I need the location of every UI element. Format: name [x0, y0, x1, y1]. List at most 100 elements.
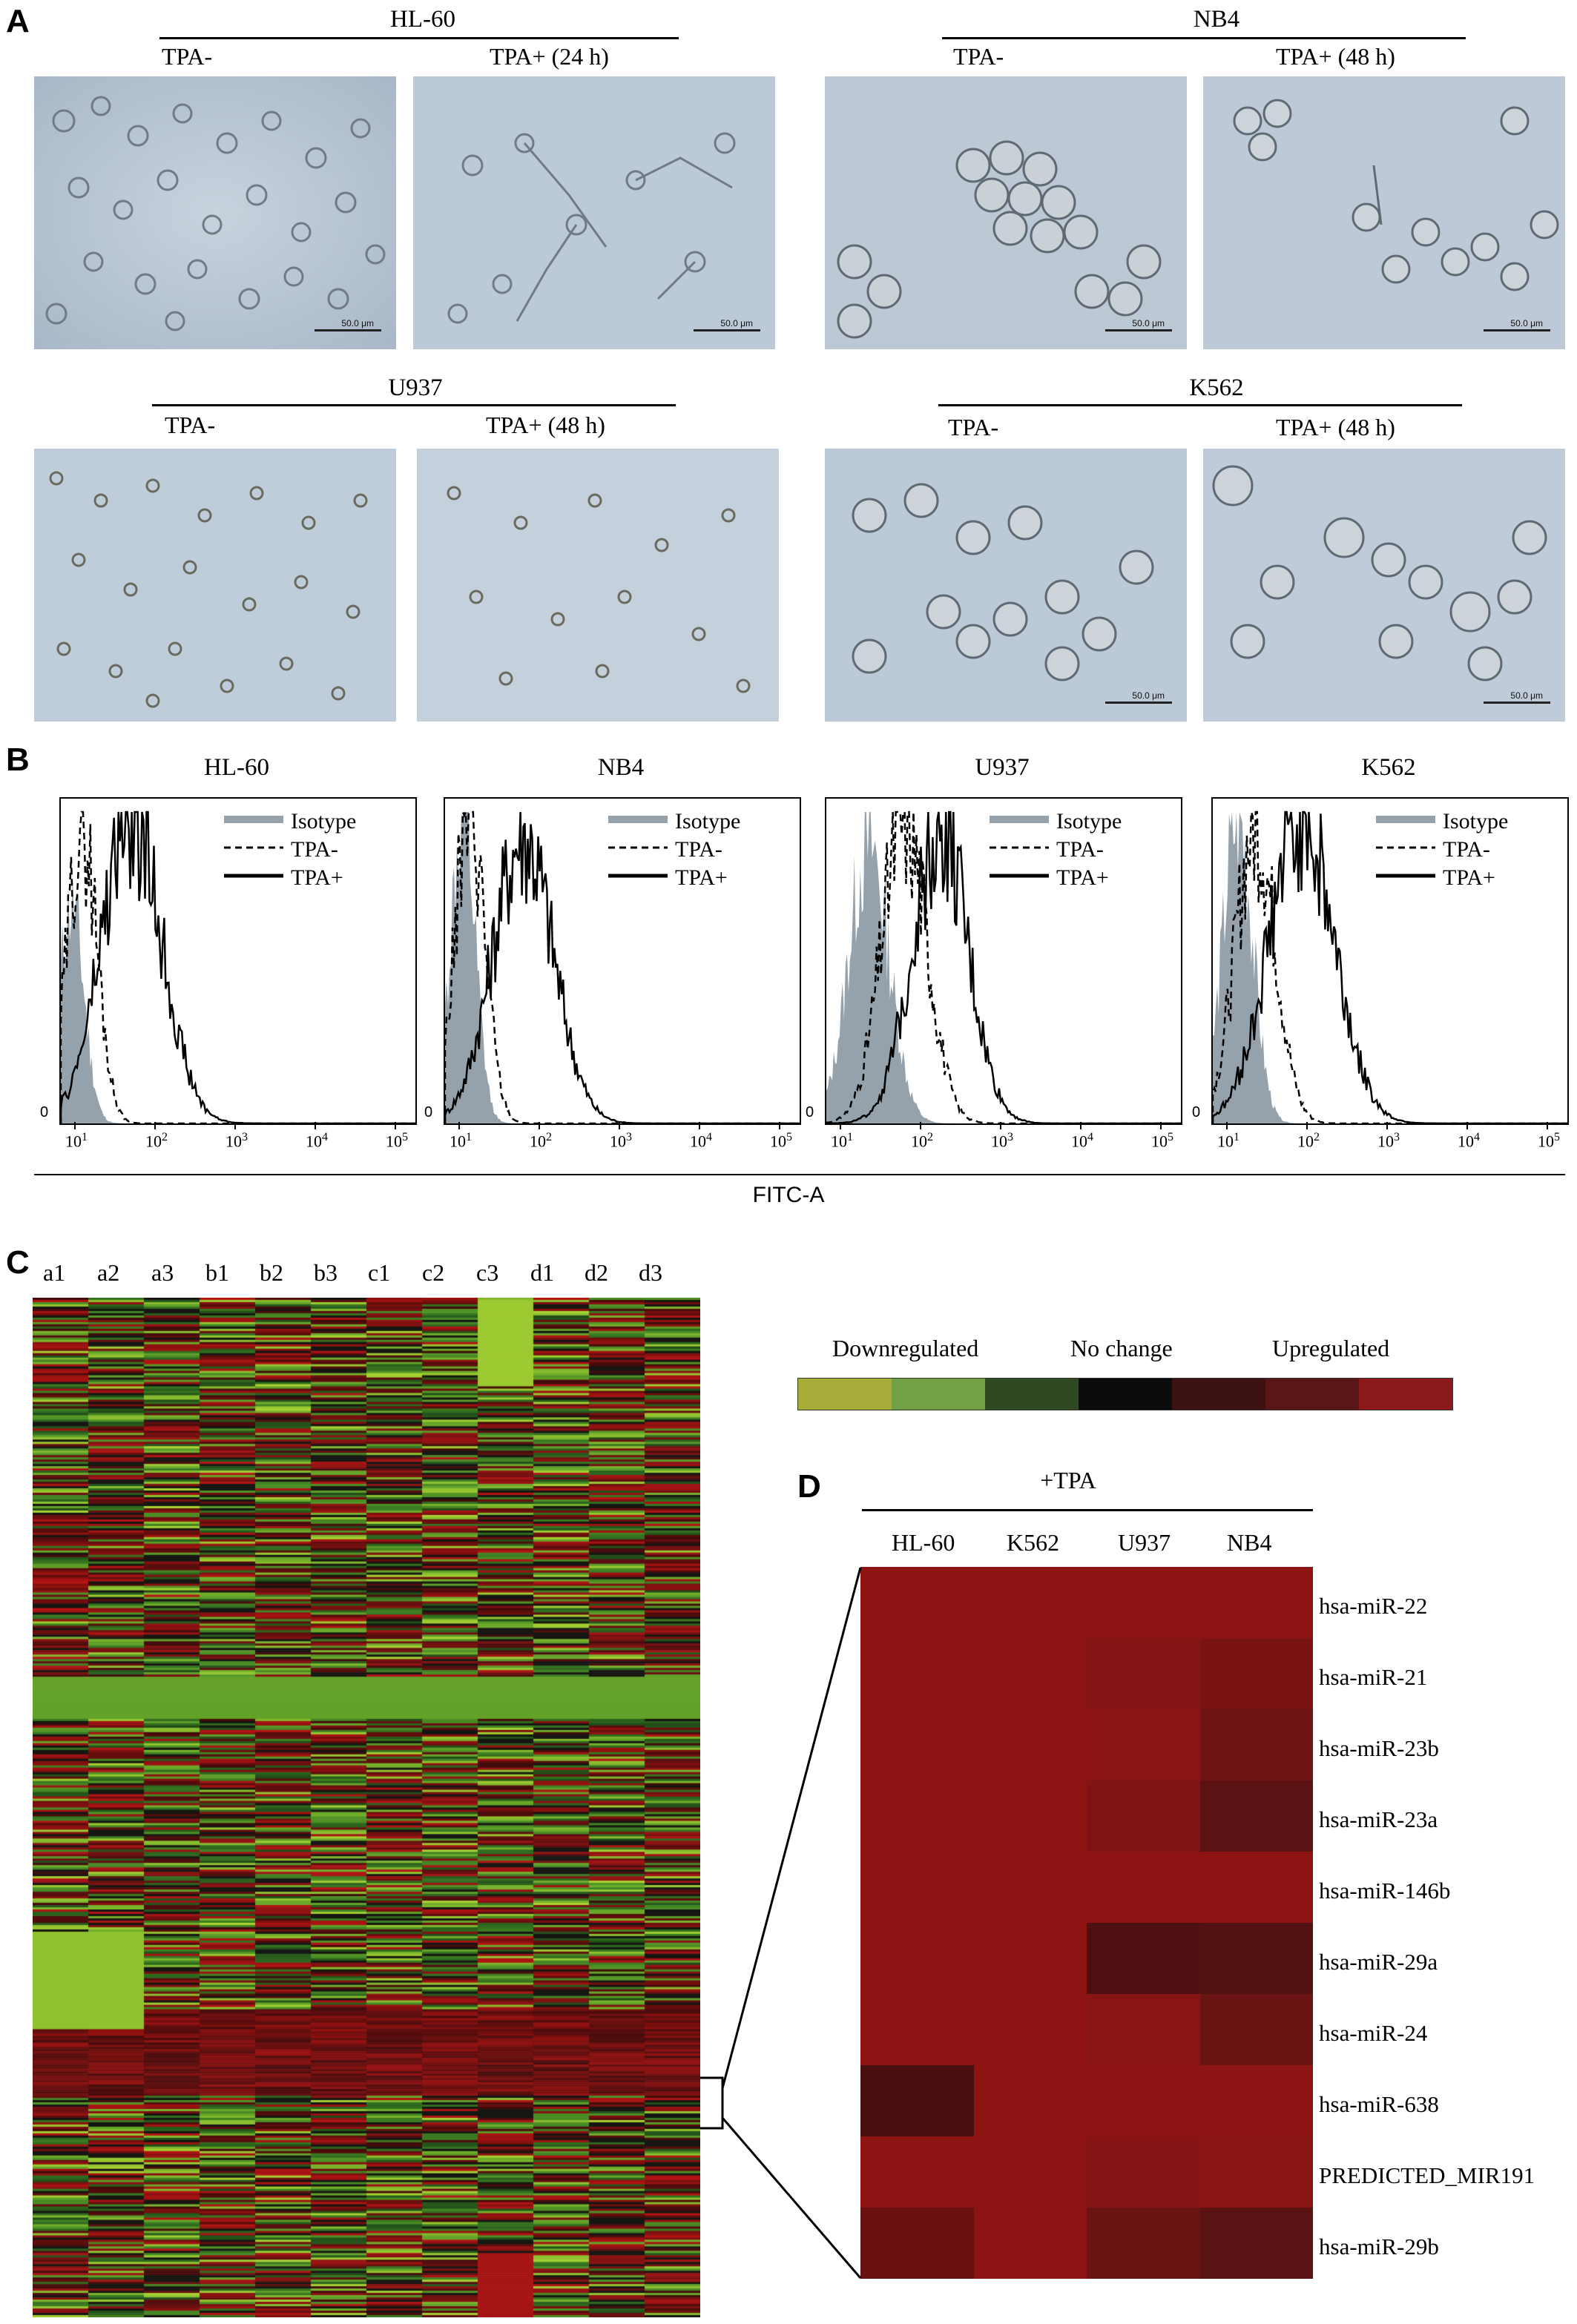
heatmap-d-cell: [1199, 1994, 1313, 2065]
scale-label: 50.0 μm: [1510, 318, 1543, 329]
cond-nb4-right: TPA+ (48 h): [1276, 43, 1395, 70]
cond-hl60-right: TPA+ (24 h): [490, 43, 609, 70]
heatmap-d-cell: [860, 1852, 974, 1923]
scale-bar: [694, 329, 760, 331]
heatmap-d-cell: [1087, 1994, 1200, 2065]
heatmap-d-cell: [1087, 1567, 1200, 1638]
flow-x-tickmark: [779, 1122, 780, 1129]
flow-x-tickmark: [1547, 1122, 1548, 1129]
flow-y-zero: 0: [424, 1104, 433, 1120]
heatmap-d-cell: [860, 1567, 974, 1638]
legend-label: TPA-: [1056, 837, 1104, 862]
heatmap-column-label: c3: [476, 1259, 499, 1286]
flow-plot-title: K562: [1361, 754, 1416, 781]
flow-x-tick: 103: [991, 1131, 1013, 1151]
flow-plot-frame: Isotype TPA- TPA+: [59, 797, 417, 1125]
flow-x-tick: 104: [306, 1131, 328, 1151]
heatmap-d-cell: [973, 2065, 1087, 2136]
heatmap-d-cell: [973, 1567, 1087, 1638]
flow-x-tick: 101: [65, 1131, 88, 1151]
heatmap-column-label: b1: [205, 1259, 229, 1286]
heatmap-d-cell: [973, 1638, 1087, 1709]
heatmap-d-cell: [860, 2136, 974, 2208]
heatmap-d-cell: [1087, 1709, 1200, 1780]
heatmap-d-cell: [973, 1923, 1087, 1994]
flow-histogram: Isotype TPA- TPA+: [1213, 809, 1567, 1123]
micrograph-u937-tpa-minus: [34, 449, 396, 722]
legend-label: TPA+: [1443, 865, 1495, 890]
heatmap-d-cell: [973, 1709, 1087, 1780]
heatmap-d-cell: [1199, 2136, 1313, 2208]
tpa-plus-histogram: [826, 811, 1181, 1123]
heatmap-d-cell: [973, 1994, 1087, 2065]
heatmap-d-cell: [1199, 2208, 1313, 2279]
group-rule-k562: [938, 404, 1462, 406]
flow-plot-frame: Isotype TPA- TPA+: [825, 797, 1182, 1125]
heatmap-d-cell: [1199, 1780, 1313, 1852]
scale-bar: [1105, 702, 1172, 704]
mirna-row-label: hsa-miR-23a: [1319, 1806, 1438, 1832]
mirna-row-label: hsa-miR-23b: [1319, 1735, 1439, 1761]
flow-xlabel: FITC-A: [752, 1183, 825, 1207]
micrograph-k562-tpa-minus: 50.0 μm: [825, 449, 1187, 722]
isotype-histogram: [445, 812, 800, 1123]
flow-x-tickmark: [619, 1122, 620, 1129]
legend-label: TPA+: [675, 865, 728, 890]
heatmap-d-cell: [1199, 1709, 1313, 1780]
heatmap-column-label: a3: [151, 1259, 174, 1286]
mirna-row-label: hsa-miR-29a: [1319, 1949, 1438, 1975]
legend-label: TPA+: [291, 865, 343, 890]
flow-x-tickmark: [315, 1122, 316, 1129]
tpa-minus-histogram: [61, 811, 415, 1123]
cond-k562-left: TPA-: [948, 414, 999, 440]
heatmap-column-label: a1: [43, 1259, 66, 1286]
flow-x-tick: 101: [1217, 1131, 1239, 1151]
tpa-minus-histogram: [826, 811, 1181, 1123]
flow-x-tickmark: [1466, 1122, 1468, 1129]
heatmap-d-cell: [860, 1923, 974, 1994]
heatmap-column-label: c2: [422, 1259, 445, 1286]
scale-label: 50.0 μm: [720, 318, 753, 329]
colorscale-label-nochange: No change: [1070, 1335, 1173, 1361]
flow-x-tickmark: [1080, 1122, 1081, 1129]
isotype-histogram: [1213, 812, 1567, 1123]
heatmap-column-label: d1: [530, 1259, 554, 1286]
group-rule-hl60: [159, 37, 679, 39]
flow-x-tickmark: [1386, 1122, 1388, 1129]
flow-histogram: Isotype TPA- TPA+: [61, 809, 415, 1123]
flow-y-zero: 0: [40, 1104, 49, 1120]
heatmap-d: [860, 1567, 1313, 2279]
flow-x-tickmark: [539, 1122, 540, 1129]
flow-x-tick: 105: [770, 1131, 792, 1151]
heatmap-d-cell: [1199, 1638, 1313, 1709]
heatmap-d-cell: [1199, 2065, 1313, 2136]
flow-x-tickmark: [920, 1122, 921, 1129]
group-rule-nb4: [942, 37, 1466, 39]
flow-x-tickmark: [1160, 1122, 1162, 1129]
flow-x-tickmark: [458, 1122, 460, 1129]
flow-x-tick: 103: [1377, 1131, 1400, 1151]
flow-x-tick: 102: [530, 1131, 552, 1151]
cond-nb4-left: TPA-: [953, 43, 1004, 70]
panel-c-letter: C: [6, 1244, 30, 1281]
mirna-row-label: hsa-miR-146b: [1319, 1878, 1451, 1904]
flow-x-tickmark: [1306, 1122, 1308, 1129]
tpa-plus-histogram: [61, 811, 415, 1123]
heatmap-d-cell: [1087, 2208, 1200, 2279]
micrograph-k562-tpa-plus: 50.0 μm: [1203, 449, 1565, 722]
legend-label: TPA+: [1056, 865, 1109, 890]
scale-label: 50.0 μm: [1132, 690, 1165, 701]
heatmap-d-cell: [1087, 2065, 1200, 2136]
flow-x-tick: 104: [1458, 1131, 1480, 1151]
heatmap-c: [33, 1298, 700, 2317]
colorscale-swatch: [892, 1379, 985, 1410]
colorscale-swatch: [1359, 1379, 1452, 1410]
heatmap-d-cell: [1087, 1638, 1200, 1709]
flow-x-tick: 102: [145, 1131, 168, 1151]
flow-x-tickmark: [154, 1122, 156, 1129]
heatmap-d-cell: [1199, 1567, 1313, 1638]
group-title-hl60: HL-60: [390, 6, 455, 33]
zoom-connector: [700, 1567, 862, 2279]
micrograph-nb4-tpa-plus: 50.0 μm: [1203, 76, 1565, 349]
tpa-group-label: +TPA: [1040, 1467, 1096, 1493]
